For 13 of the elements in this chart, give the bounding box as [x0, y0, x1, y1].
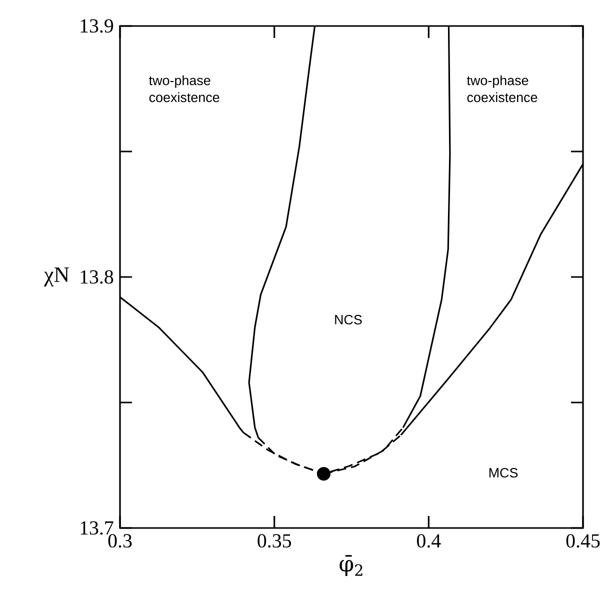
- y-tick-label: 13.7: [80, 521, 114, 535]
- x-tick-label: 0.45: [566, 534, 600, 548]
- x-tick-label: 0.4: [416, 534, 441, 548]
- y-axis-title: χN: [44, 267, 70, 287]
- y-tick-label: 13.8: [80, 270, 114, 284]
- x-axis-title: φ̄$_{2}$: [340, 555, 362, 576]
- annotation: MCS: [489, 468, 518, 478]
- x-tick-label: 0.3: [108, 534, 132, 548]
- annotation: two-phase coexistence: [466, 75, 538, 102]
- annotation: two-phase coexistence: [149, 75, 220, 102]
- x-tick-label: 0.35: [258, 534, 291, 548]
- annotation: NCS: [335, 314, 362, 324]
- y-tick-label: 13.9: [80, 19, 114, 33]
